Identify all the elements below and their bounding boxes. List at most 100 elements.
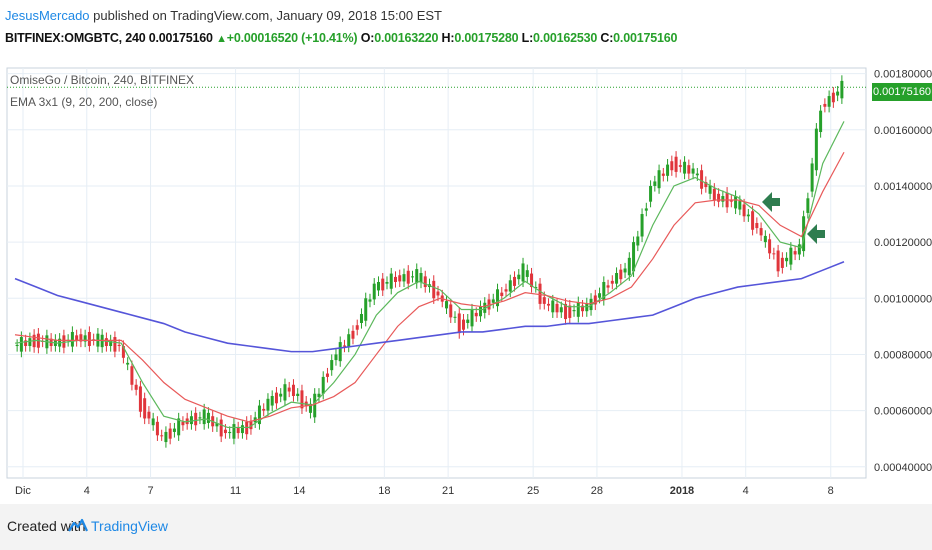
candle-body: [700, 170, 704, 189]
candle-body: [92, 339, 96, 341]
candle-body: [581, 305, 585, 312]
candle: [819, 105, 823, 138]
ema-20-line: [14, 151, 845, 423]
candle: [291, 379, 295, 402]
candle: [206, 407, 210, 429]
candle: [143, 392, 147, 425]
footer-bar: Created with TradingView: [0, 504, 932, 550]
candle-body: [436, 291, 440, 296]
candle: [449, 298, 453, 323]
candle-body: [674, 156, 678, 172]
candle: [274, 387, 278, 409]
candle-body: [347, 334, 351, 347]
candle: [385, 276, 389, 290]
candle-body: [810, 163, 814, 192]
candle: [806, 192, 810, 219]
ema-9-line: [14, 121, 845, 429]
x-tick-label: 4: [84, 485, 90, 497]
candle-body: [564, 303, 568, 320]
candle-body: [445, 301, 449, 309]
candle: [330, 354, 334, 376]
candle: [87, 326, 91, 352]
candle: [457, 307, 461, 339]
candle-body: [279, 393, 283, 397]
candle: [759, 222, 763, 241]
tradingview-logo-icon: [68, 518, 88, 532]
candle: [666, 158, 670, 182]
x-tick-label: 18: [378, 485, 390, 497]
candle: [559, 301, 563, 318]
indicator-label[interactable]: EMA 3x1 (9, 20, 200, close): [10, 95, 158, 109]
candle: [678, 159, 682, 173]
x-tick-label: 7: [147, 485, 153, 497]
candle-body: [351, 330, 355, 339]
candle-body: [670, 161, 674, 171]
candle: [62, 329, 66, 354]
candle-body: [768, 239, 772, 254]
candle: [398, 269, 402, 288]
candle: [419, 267, 423, 289]
x-tick-label: 2018: [670, 485, 694, 497]
x-tick-label: 21: [442, 485, 454, 497]
candle-body: [576, 302, 580, 317]
candle-body: [177, 418, 181, 436]
candle-body: [138, 386, 142, 412]
candle-body: [338, 342, 342, 362]
change-value: +0.00016520 (+10.41%): [226, 31, 358, 45]
x-tick-label: 14: [293, 485, 305, 497]
author-link[interactable]: JesusMercado: [5, 8, 90, 23]
candle: [504, 283, 508, 298]
candle-body: [219, 419, 223, 437]
candle-body: [232, 424, 236, 439]
candle-body: [636, 236, 640, 246]
candle: [610, 275, 614, 290]
candle-body: [632, 242, 636, 272]
candle: [831, 87, 835, 108]
candle: [117, 339, 121, 352]
candle-body: [763, 235, 767, 243]
candle-body: [840, 80, 844, 99]
candle-body: [538, 283, 542, 304]
candle-body: [589, 298, 593, 311]
x-tick-label: 28: [591, 485, 603, 497]
candle: [763, 230, 767, 248]
candle: [130, 360, 134, 391]
candle-body: [683, 161, 687, 174]
candle: [177, 412, 181, 441]
candle-body: [640, 214, 644, 237]
candle-body: [470, 309, 474, 327]
tradingview-link[interactable]: TradingView: [91, 518, 169, 534]
candle-body: [831, 92, 835, 103]
candle: [389, 267, 393, 295]
candle-body: [708, 185, 712, 194]
candle-body: [525, 270, 529, 277]
candle: [151, 412, 155, 431]
candle: [266, 393, 270, 417]
candle-body: [376, 281, 380, 291]
candle-body: [215, 422, 219, 427]
candle-body: [194, 412, 198, 426]
candle: [623, 262, 627, 279]
arrow-icon: [807, 224, 825, 244]
candle: [653, 175, 657, 192]
candle-body: [572, 310, 576, 312]
candle: [644, 202, 648, 217]
candle: [270, 390, 274, 412]
candle-body: [823, 103, 827, 107]
candle: [381, 273, 385, 297]
candle-body: [202, 409, 206, 425]
candle-body: [559, 307, 563, 313]
candle: [836, 85, 840, 102]
candle: [240, 419, 244, 439]
candle-body: [240, 425, 244, 434]
candle-body: [393, 276, 397, 282]
candle-body: [504, 289, 508, 292]
x-tick-label: Dic: [15, 485, 31, 497]
candle-body: [266, 398, 270, 411]
candle-body: [551, 300, 555, 313]
candle-body: [24, 340, 28, 347]
candle: [479, 300, 483, 322]
candle-body: [104, 338, 108, 347]
candle: [262, 403, 266, 417]
